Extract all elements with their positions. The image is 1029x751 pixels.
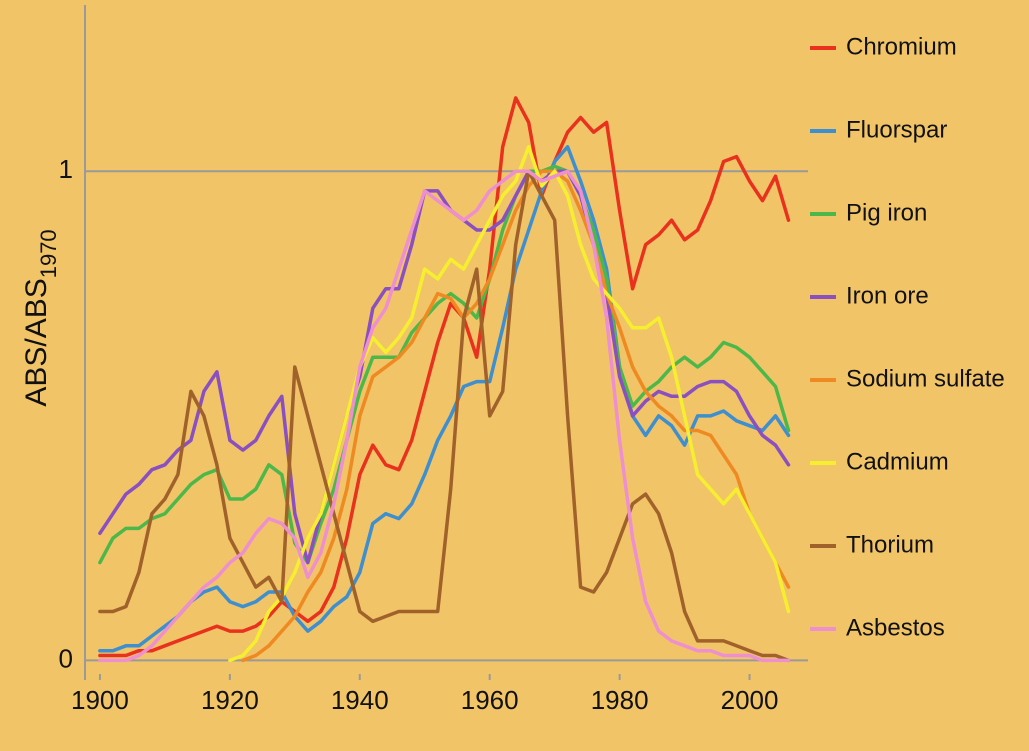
legend-label: Thorium <box>846 531 934 558</box>
legend-label: Iron ore <box>846 282 929 309</box>
series-line <box>241 169 791 663</box>
x-tick-label: 1940 <box>331 685 389 715</box>
y-tick-label: 0 <box>59 643 73 673</box>
y-axis-label-main: ABS/ABS <box>20 278 53 406</box>
legend-label: Sodium sulfate <box>846 365 1005 392</box>
x-tick-label: 1920 <box>201 685 259 715</box>
y-axis-label: ABS/ABS1970 <box>20 229 61 406</box>
y-axis-label-sub: 1970 <box>36 229 61 278</box>
legend-label: Asbestos <box>846 614 945 641</box>
x-tick-label: 2000 <box>721 685 779 715</box>
series-line <box>98 169 791 663</box>
x-tick-label: 1980 <box>591 685 649 715</box>
series-line <box>98 169 791 663</box>
series-line <box>228 145 791 663</box>
x-tick-label: 1900 <box>71 685 129 715</box>
legend-label: Pig iron <box>846 199 927 226</box>
x-tick-label: 1960 <box>461 685 519 715</box>
y-tick-label: 1 <box>59 154 73 184</box>
legend-label: Chromium <box>846 33 957 60</box>
series-line <box>98 96 791 658</box>
series-line <box>98 145 791 653</box>
legend-label: Fluorspar <box>846 116 947 143</box>
legend-label: Cadmium <box>846 448 949 475</box>
series-line <box>98 169 791 565</box>
